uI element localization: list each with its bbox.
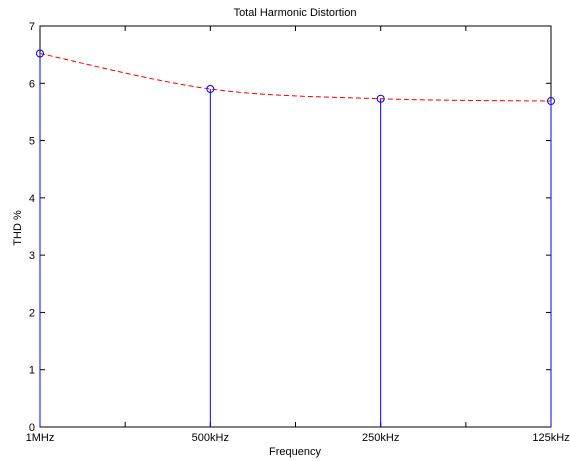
data-point <box>376 94 385 103</box>
y-tick-label: 5 <box>29 136 35 148</box>
data-point <box>36 49 44 58</box>
y-tick-label: 1 <box>29 365 35 377</box>
chart-title: Total Harmonic Distortion <box>234 7 357 19</box>
y-axis-label: THD % <box>12 210 24 246</box>
y-tick-label: 3 <box>29 250 35 262</box>
x-axis-label: Frequency <box>269 446 321 458</box>
y-tick-label: 7 <box>29 21 35 33</box>
trend-line <box>39 53 552 102</box>
data-point <box>206 85 215 94</box>
x-tick-label: 125kHz <box>532 432 569 444</box>
data-point <box>547 97 555 106</box>
x-tick-label: 250kHz <box>362 432 399 444</box>
plot-area: 0 1 2 3 4 5 6 7 1MHz 500kHz 250kHz 125kHz <box>26 21 570 444</box>
axes-box <box>39 25 552 428</box>
y-tick-label: 6 <box>29 78 35 90</box>
y-tick-label: 0 <box>29 422 35 434</box>
x-tick-label: 1MHz <box>26 432 55 444</box>
y-tick-label: 2 <box>29 307 35 319</box>
y-tick-label: 4 <box>29 193 35 205</box>
x-tick-label: 500kHz <box>192 432 229 444</box>
